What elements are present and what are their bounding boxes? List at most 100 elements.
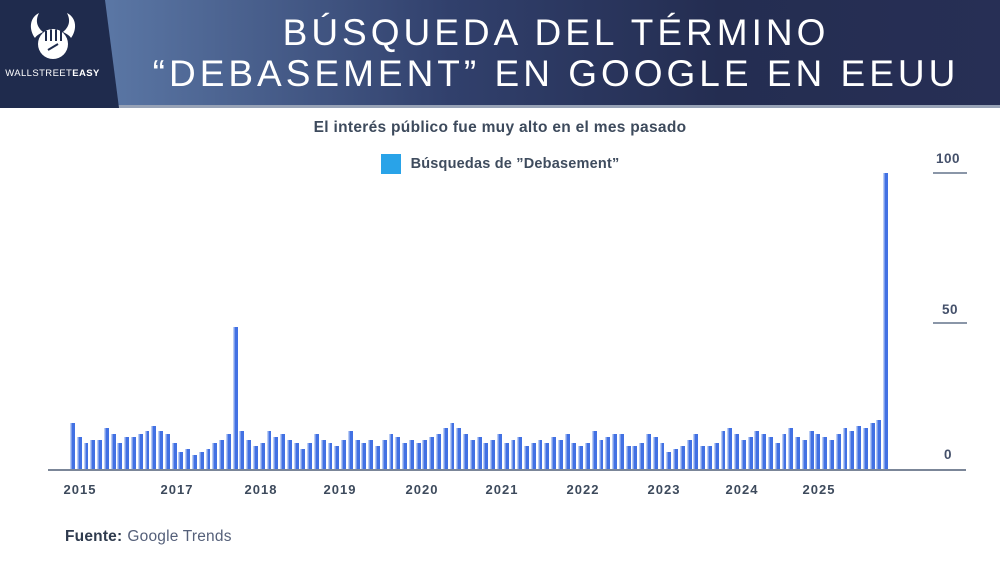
bar [388, 434, 394, 470]
bar [781, 434, 787, 470]
bar [463, 434, 468, 470]
bar [130, 437, 136, 470]
bar [727, 428, 733, 470]
bar [374, 446, 380, 470]
bar [862, 428, 868, 470]
bar [442, 428, 448, 470]
bar [856, 425, 861, 470]
bar [137, 434, 143, 470]
brand-wordmark: WALLSTREETEASY [5, 68, 100, 79]
bar [524, 446, 529, 470]
bar [158, 431, 163, 470]
bar [449, 422, 455, 470]
bar [557, 440, 563, 470]
bar [679, 446, 685, 470]
bar [788, 428, 794, 470]
bar [198, 452, 204, 470]
bar [693, 434, 699, 470]
bar [659, 443, 665, 470]
bar [761, 434, 767, 470]
bar [239, 431, 245, 470]
x-tick-label: 2020 [405, 482, 439, 497]
bar [496, 434, 502, 470]
bar [422, 440, 428, 470]
x-tick-label: 2019 [323, 482, 357, 497]
bar [686, 440, 692, 470]
bar [164, 434, 170, 470]
x-tick-label: 2021 [485, 482, 519, 497]
y-tick-line-50 [933, 322, 967, 324]
bar [720, 431, 726, 470]
bar [191, 455, 197, 470]
bar [252, 446, 258, 470]
bar [571, 443, 577, 470]
bar [598, 440, 604, 470]
bar [483, 443, 489, 470]
title-line-2: “DEBASEMENT” EN GOOGLE EN EEUU [152, 52, 960, 94]
source-note: Fuente: Google Trends [65, 528, 232, 546]
bar [259, 443, 265, 470]
x-tick-label: 2015 [63, 482, 97, 497]
bar [456, 428, 462, 470]
bar [171, 443, 177, 470]
bar [347, 431, 353, 470]
bar [876, 419, 882, 470]
bar [740, 440, 746, 470]
bar [110, 434, 116, 470]
bar [205, 449, 211, 470]
bar [83, 443, 89, 470]
bar [612, 434, 618, 470]
bar [280, 434, 285, 470]
bar [849, 431, 855, 470]
bar [300, 449, 306, 470]
bar [178, 452, 184, 470]
bar [368, 440, 374, 470]
chart-subtitle: El interés público fue muy alto en el me… [313, 119, 687, 136]
bar [435, 434, 441, 470]
legend-swatch [380, 154, 401, 174]
bar [469, 440, 475, 470]
bar [490, 440, 496, 470]
bar [517, 437, 523, 470]
bars [70, 173, 890, 470]
x-tick-label: 2025 [802, 482, 836, 497]
bar [829, 440, 834, 470]
bar [151, 425, 157, 470]
bar [605, 437, 611, 470]
bar [219, 440, 224, 470]
bar [734, 434, 740, 470]
bar [666, 452, 672, 470]
bar [341, 440, 346, 470]
bar [415, 443, 421, 470]
bar [313, 434, 319, 470]
bar [795, 437, 800, 470]
x-axis-labels: 2015 2017 2018 2019 2020 2021 2022 2023 2024 2025 [0, 482, 1000, 502]
bar [673, 449, 679, 470]
bar [320, 440, 326, 470]
x-axis-line [48, 469, 966, 471]
bar [212, 443, 218, 470]
y-tick-label-50: 50 [941, 302, 959, 317]
bull-fist-icon [30, 13, 75, 59]
bar [808, 431, 814, 470]
bar [625, 446, 631, 470]
bar [747, 437, 753, 470]
bar [225, 434, 231, 470]
x-tick-label: 2017 [160, 482, 194, 497]
bar [307, 443, 313, 470]
bar [822, 437, 828, 470]
bar [544, 443, 550, 470]
bar [144, 431, 150, 470]
bar [90, 440, 96, 470]
bar [408, 440, 414, 470]
bar [530, 443, 536, 470]
y-tick-label-0: 0 [943, 447, 952, 462]
bar [713, 443, 719, 470]
bar [429, 437, 435, 470]
bar [402, 443, 407, 470]
bar [801, 440, 807, 470]
logo-block: WALLSTREETEASY [0, 0, 119, 108]
bar [293, 443, 299, 470]
page-title: BÚSQUEDA DEL TÉRMINO “DEBASEMENT” EN GOO… [120, 0, 992, 105]
